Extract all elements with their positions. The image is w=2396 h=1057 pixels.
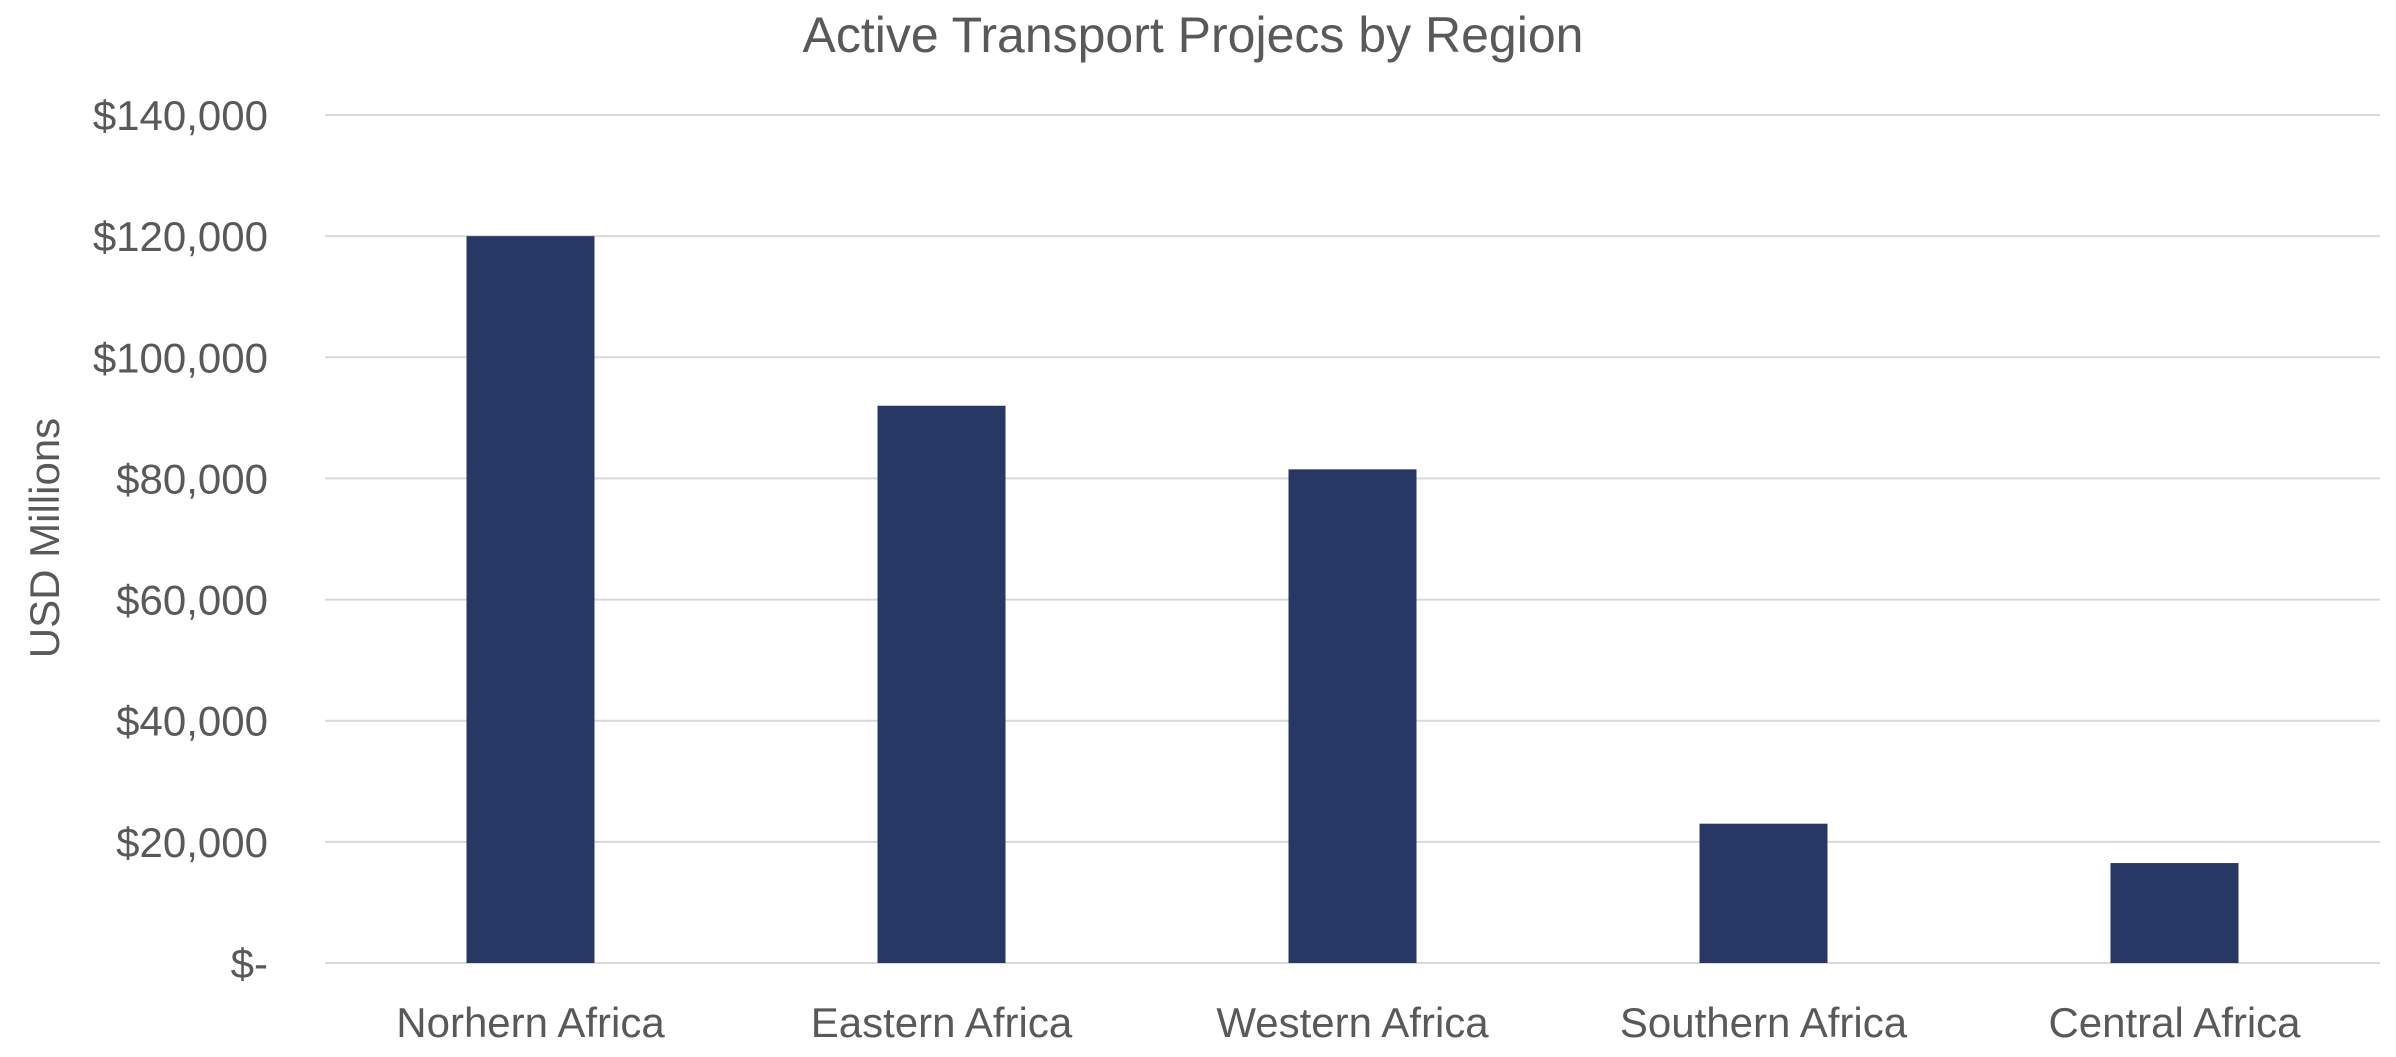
y-tick-label: $20,000: [116, 819, 268, 866]
x-tick-label: Eastern Africa: [811, 999, 1073, 1046]
y-axis-ticks: $- $20,000 $40,000 $60,000 $80,000 $100,000 $1…: [93, 92, 268, 987]
bar-southern-africa: [1699, 823, 1828, 963]
x-tick-label: Central Africa: [2048, 999, 2301, 1046]
bar-norhern-africa: [466, 236, 595, 964]
x-tick-label: Western Africa: [1216, 999, 1489, 1046]
y-axis-title: USD Millions: [21, 418, 68, 658]
chart-title: Active Transport Projecs by Region: [803, 7, 1584, 63]
y-tick-label: $140,000: [93, 92, 268, 139]
bar-western-africa: [1288, 469, 1417, 963]
x-axis-ticks: Norhern Africa Eastern Africa Western Afri…: [396, 999, 2301, 1046]
bars: [466, 236, 2239, 964]
y-tick-label: $40,000: [116, 698, 268, 745]
x-tick-label: Norhern Africa: [396, 999, 665, 1046]
bar-eastern-africa: [877, 405, 1006, 963]
x-tick-label: Southern Africa: [1620, 999, 1908, 1046]
y-tick-label: $80,000: [116, 455, 268, 502]
y-tick-label: $-: [231, 940, 268, 987]
y-tick-label: $100,000: [93, 334, 268, 381]
y-tick-label: $60,000: [116, 577, 268, 624]
y-tick-label: $120,000: [93, 213, 268, 260]
bar-central-africa: [2110, 863, 2239, 963]
